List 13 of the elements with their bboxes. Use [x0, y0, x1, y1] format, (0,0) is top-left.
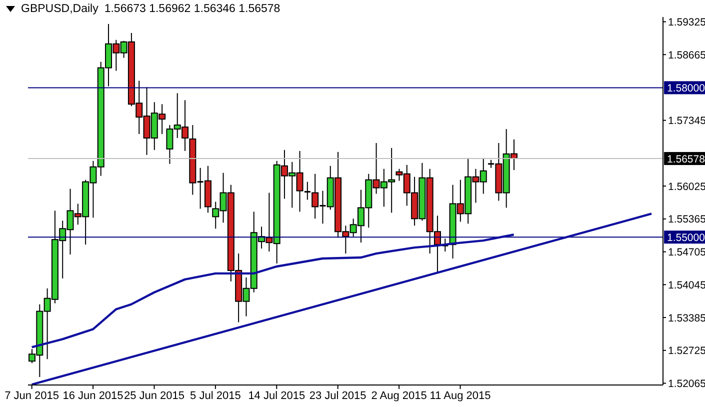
x-tick-label: 14 Jul 2015: [248, 390, 306, 402]
ref-line-label: 1.55000: [667, 232, 705, 244]
x-tick-label: 11 Aug 2015: [430, 390, 491, 402]
x-tick-label: 23 Jul 2015: [309, 390, 366, 402]
ref-line-label: 1.58000: [667, 82, 705, 95]
ref-line-label: 1.56578: [667, 154, 705, 166]
x-tick-label: 2 Aug 2015: [371, 390, 427, 402]
x-tick-label: 5 Jul 2015: [190, 390, 241, 402]
x-tick-label: 16 Jun 2015: [62, 390, 124, 402]
x-tick-label: 25 Jun 2015: [124, 390, 185, 402]
text: 1.56673 1.56962 1.56346 1.56578: [104, 3, 280, 15]
x-tick-label: 7 Jun 2015: [4, 390, 60, 402]
chart-title: GBPUSD,Daily: [21, 3, 98, 15]
